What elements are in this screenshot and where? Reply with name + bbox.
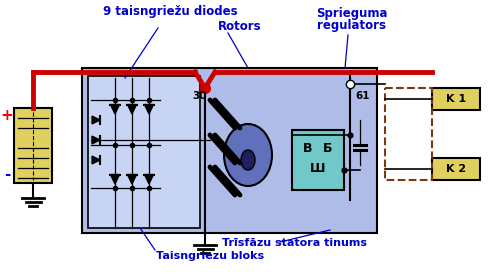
Text: 9 taisngriežu diodes: 9 taisngriežu diodes: [102, 6, 237, 19]
Text: Sprieguma: Sprieguma: [316, 7, 388, 20]
Polygon shape: [144, 175, 154, 184]
Polygon shape: [92, 136, 100, 144]
Polygon shape: [92, 116, 100, 124]
Bar: [82, 68, 377, 233]
Polygon shape: [127, 104, 137, 114]
Text: Rotors: Rotors: [218, 20, 262, 34]
Bar: [292, 130, 344, 190]
Text: -: -: [4, 168, 10, 183]
Text: Taisngriezu bloks: Taisngriezu bloks: [156, 251, 264, 261]
Text: 30: 30: [193, 91, 207, 101]
Ellipse shape: [224, 124, 272, 186]
Bar: [385, 88, 432, 180]
Text: 61: 61: [355, 91, 369, 101]
Text: K 2: K 2: [446, 164, 466, 174]
Polygon shape: [144, 104, 154, 114]
Text: В: В: [303, 142, 313, 155]
Text: Б: Б: [323, 142, 333, 155]
Text: Ш: Ш: [310, 161, 326, 175]
Ellipse shape: [241, 150, 255, 170]
Polygon shape: [92, 156, 100, 164]
Bar: [432, 88, 480, 110]
Bar: [88, 76, 200, 228]
Polygon shape: [110, 175, 120, 184]
Text: regulators: regulators: [318, 19, 386, 32]
Bar: [432, 158, 480, 180]
Bar: [14, 108, 52, 183]
Polygon shape: [110, 104, 120, 114]
Text: +: +: [0, 107, 13, 122]
Text: K 1: K 1: [446, 94, 466, 104]
Text: Trīsfāzu statora tinums: Trīsfāzu statora tinums: [223, 238, 367, 248]
Polygon shape: [127, 175, 137, 184]
